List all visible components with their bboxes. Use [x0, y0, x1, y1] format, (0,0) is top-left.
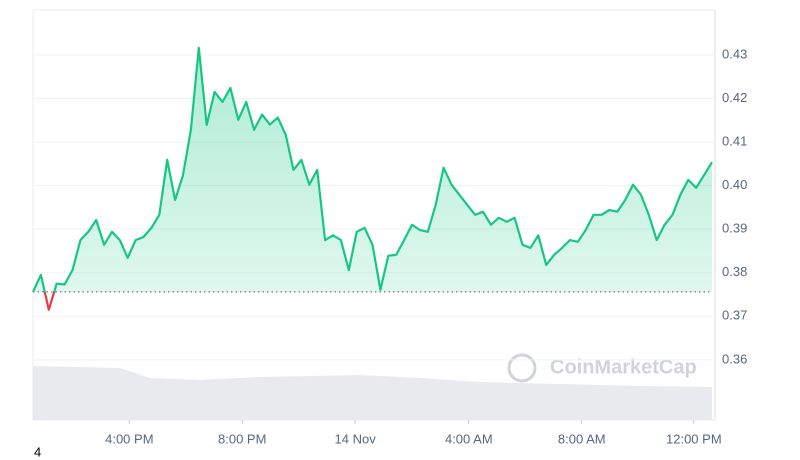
corner-label: 4: [34, 444, 41, 459]
watermark: CoinMarketCap: [550, 356, 697, 378]
area: [33, 47, 712, 292]
y-tick-label: 0.37: [722, 308, 747, 323]
y-tick-label: 0.43: [722, 46, 747, 61]
x-tick-label: 4:00 PM: [105, 431, 153, 446]
y-tick-label: 0.38: [722, 264, 747, 279]
y-tick-label: 0.42: [722, 90, 747, 105]
x-tick-label: 14 Nov: [335, 431, 377, 446]
volume-area: [33, 366, 712, 420]
x-tick-label: 8:00 PM: [218, 431, 266, 446]
y-tick-label: 0.40: [722, 177, 747, 192]
watermark-logo: [507, 353, 537, 383]
y-tick-label: 0.41: [722, 133, 747, 148]
price-line: [32, 46, 713, 311]
x-tick-label: 8:00 AM: [558, 431, 606, 446]
y-tick-label: 0.36: [722, 351, 747, 366]
y-tick-label: 0.39: [722, 221, 747, 236]
x-tick-label: 4:00 AM: [445, 431, 493, 446]
x-tick-label: 12:00 PM: [666, 431, 722, 446]
